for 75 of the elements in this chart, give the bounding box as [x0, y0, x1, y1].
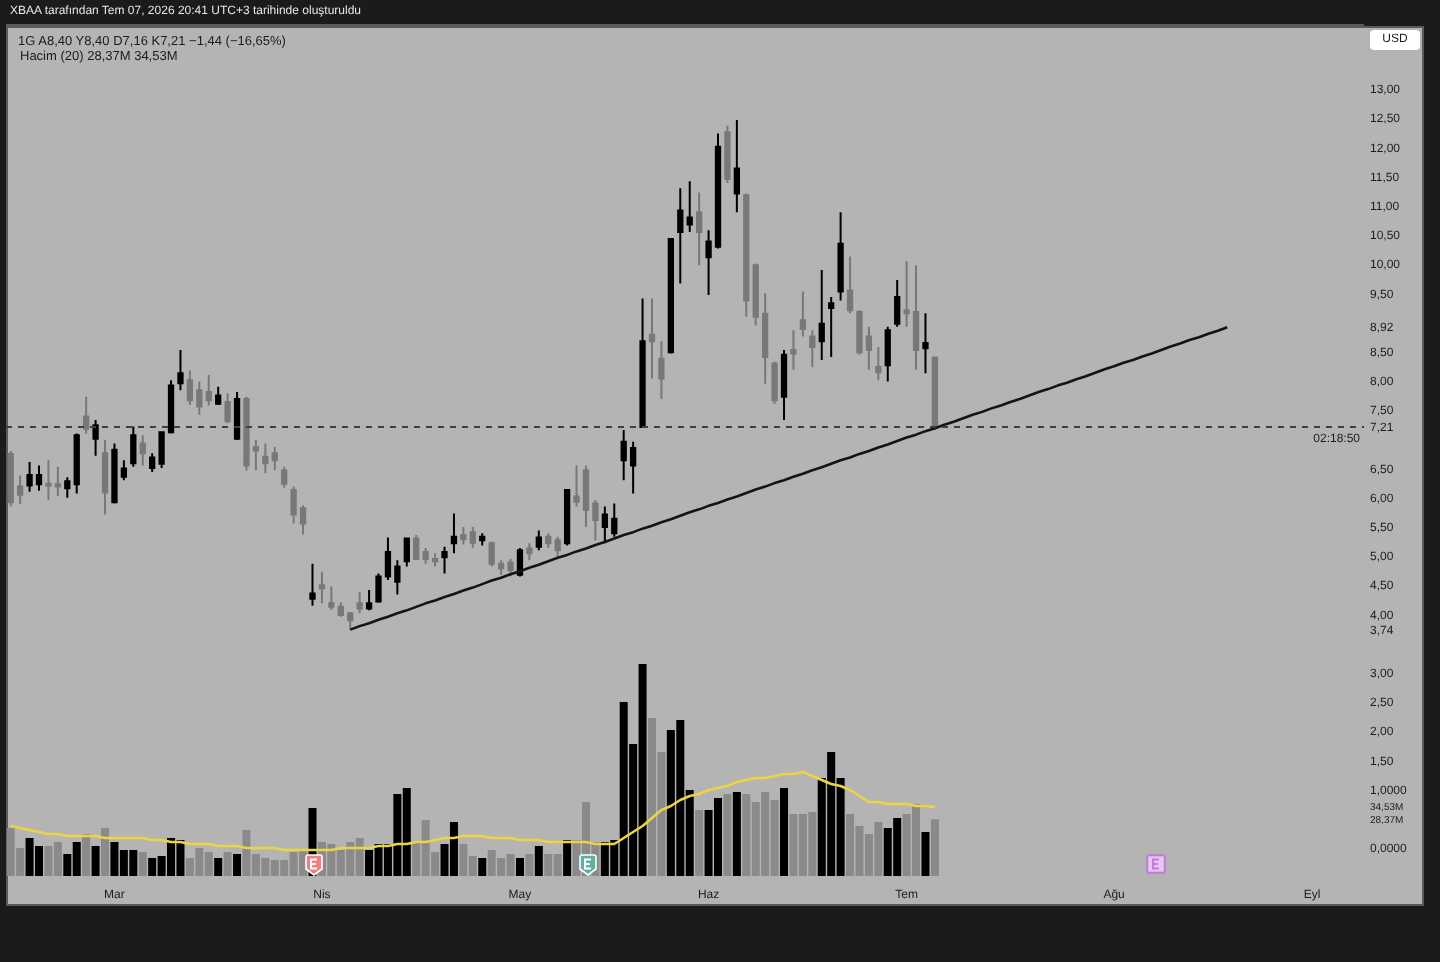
candlestick [403, 536, 410, 568]
candlestick [846, 255, 854, 315]
candlestick [130, 425, 137, 468]
candlestick [677, 187, 684, 285]
bar [82, 834, 91, 876]
candlestick [309, 562, 316, 607]
bar [563, 840, 572, 876]
candlestick [771, 360, 778, 405]
candlestick [431, 552, 439, 568]
candlestick [224, 392, 231, 424]
candlestick [205, 374, 212, 407]
candlestick [318, 570, 326, 605]
bar [214, 858, 223, 876]
bar [780, 788, 789, 876]
bar [223, 852, 232, 876]
candlestick [177, 349, 184, 392]
bar [91, 846, 100, 876]
candlestick [658, 340, 665, 401]
line-series [9, 770, 937, 852]
bar [732, 792, 741, 876]
bar [921, 832, 930, 876]
bar [449, 822, 458, 876]
candlestick [413, 534, 420, 562]
candlestick [92, 419, 99, 457]
bar [930, 819, 939, 876]
candlestick [215, 385, 222, 406]
candlestick [441, 545, 448, 575]
candlestick [101, 438, 109, 516]
candlestick [743, 192, 750, 318]
candlestick [64, 476, 71, 499]
candlestick [922, 312, 929, 375]
candlestick [724, 124, 731, 185]
candlestick [799, 290, 807, 338]
candlestick [139, 434, 146, 467]
candlestick [931, 356, 939, 429]
candlestick [733, 118, 741, 214]
candlestick [818, 269, 825, 361]
candlestick [884, 325, 891, 383]
candlestick [271, 445, 278, 472]
candlestick [563, 487, 571, 547]
candlestick [554, 535, 561, 558]
bar [846, 814, 855, 876]
candlestick [545, 532, 552, 549]
candlestick [83, 395, 90, 435]
candlestick [281, 465, 288, 489]
bar [233, 854, 242, 876]
candlestick [639, 297, 646, 429]
bar [695, 810, 704, 876]
candlestick [479, 532, 486, 547]
candlestick [450, 512, 458, 555]
line-series [348, 325, 1229, 631]
candlestick [686, 180, 693, 234]
candlestick [837, 211, 844, 302]
candlestick [894, 278, 901, 328]
candlestick [526, 542, 533, 562]
candlestick [809, 329, 816, 368]
bar [723, 794, 732, 876]
bar [534, 846, 543, 876]
candlestick [233, 391, 241, 441]
candlestick [780, 349, 788, 422]
candlestick [667, 236, 674, 355]
candlestick [828, 295, 835, 358]
candlestick [356, 591, 363, 615]
bar [138, 852, 147, 876]
candlestick [73, 432, 80, 495]
bar [515, 858, 524, 876]
bar [101, 828, 110, 876]
candlestick [875, 346, 882, 382]
candlestick [696, 191, 703, 267]
candlestick [790, 329, 797, 371]
candlestick [535, 529, 542, 552]
candlestick [648, 297, 656, 380]
candlestick [262, 442, 269, 475]
bar [478, 858, 487, 876]
bar [525, 854, 534, 876]
